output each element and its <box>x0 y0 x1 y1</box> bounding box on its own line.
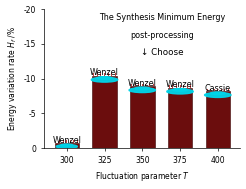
Bar <box>205 91 230 148</box>
Text: post-processing: post-processing <box>130 31 194 40</box>
Bar <box>228 89 229 91</box>
Circle shape <box>61 144 73 146</box>
Bar <box>135 84 136 86</box>
Bar <box>131 84 132 86</box>
Bar <box>100 74 101 76</box>
Bar <box>63 140 64 143</box>
Bar <box>56 140 57 143</box>
Circle shape <box>211 92 225 95</box>
Text: ↓ Choose: ↓ Choose <box>141 48 183 57</box>
Bar <box>138 84 139 86</box>
Text: Wenzel: Wenzel <box>52 136 81 145</box>
Y-axis label: Energy variation rate $H_f$ /%: Energy variation rate $H_f$ /% <box>6 26 18 131</box>
Bar <box>183 85 184 88</box>
Bar <box>214 89 215 91</box>
Bar <box>153 84 154 86</box>
Bar <box>92 76 117 148</box>
Bar <box>168 88 192 148</box>
Bar <box>97 74 98 76</box>
Circle shape <box>56 145 77 148</box>
Text: Wenzel: Wenzel <box>128 79 157 88</box>
Bar <box>172 85 173 88</box>
Bar <box>221 89 222 91</box>
Circle shape <box>91 77 118 82</box>
Bar <box>130 86 154 148</box>
Text: Wenzel: Wenzel <box>90 68 119 77</box>
Bar <box>169 85 170 88</box>
Text: Cassie: Cassie <box>205 84 231 93</box>
Bar <box>142 84 143 86</box>
Bar <box>217 89 218 91</box>
Circle shape <box>129 88 155 93</box>
Bar <box>187 85 188 88</box>
Text: Wenzel: Wenzel <box>166 80 195 89</box>
Bar <box>207 89 208 91</box>
Bar <box>190 85 191 88</box>
Bar <box>104 74 105 76</box>
Bar <box>77 140 78 143</box>
Circle shape <box>135 87 150 90</box>
Bar <box>66 140 67 143</box>
Bar <box>115 74 116 76</box>
Bar <box>59 140 60 143</box>
Circle shape <box>167 89 193 94</box>
Bar <box>180 85 181 88</box>
Text: The Synthesis Minimum Energy: The Synthesis Minimum Energy <box>99 13 225 22</box>
X-axis label: Fluctuation parameter $T$: Fluctuation parameter $T$ <box>95 170 190 184</box>
Bar <box>93 74 94 76</box>
Circle shape <box>97 77 112 79</box>
Circle shape <box>205 93 231 98</box>
Bar <box>210 89 211 91</box>
Bar <box>145 84 146 86</box>
Bar <box>149 84 150 86</box>
Bar <box>55 143 79 148</box>
Bar <box>74 140 75 143</box>
Circle shape <box>173 88 187 91</box>
Bar <box>70 140 71 143</box>
Bar <box>176 85 177 88</box>
Bar <box>111 74 112 76</box>
